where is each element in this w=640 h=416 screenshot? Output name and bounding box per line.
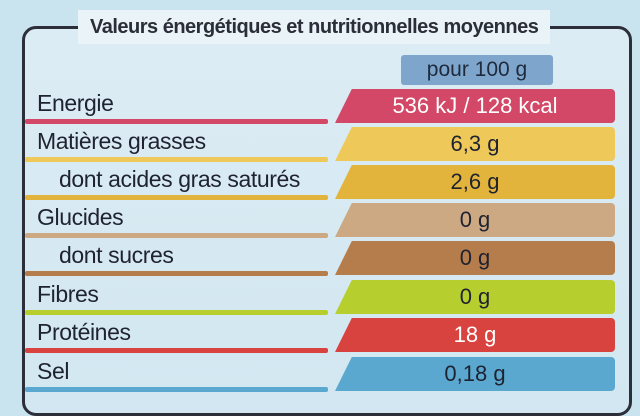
nutrient-underline	[25, 271, 328, 276]
nutrient-underline	[25, 195, 328, 200]
nutrient-label: dont acides gras saturés	[59, 166, 300, 192]
nutrient-value: 536 kJ / 128 kcal	[335, 89, 615, 123]
nutrient-label: Glucides	[37, 204, 124, 230]
nutrient-value: 6,3 g	[335, 127, 615, 161]
nutrient-value: 0 g	[335, 280, 615, 314]
nutrient-row: Sel 0,18 g	[25, 356, 625, 396]
nutrient-label: Fibres	[37, 281, 99, 307]
panel-title: Valeurs énergétiques et nutritionnelles …	[78, 10, 551, 44]
nutrient-row: dont sucres 0 g	[25, 240, 625, 280]
nutrient-value: 0 g	[335, 203, 615, 237]
nutrient-underline	[25, 387, 328, 392]
nutrient-value: 2,6 g	[335, 165, 615, 199]
nutrient-underline	[25, 157, 328, 162]
nutrient-label: Energie	[37, 90, 114, 116]
nutrient-row: Protéines 18 g	[25, 317, 625, 357]
nutrient-label: Matières grasses	[37, 128, 206, 154]
nutrient-label: Sel	[37, 358, 70, 384]
nutrient-underline	[25, 310, 328, 315]
nutrient-row: Energie 536 kJ / 128 kcal	[25, 88, 625, 128]
nutrient-value: 0,18 g	[335, 357, 615, 391]
nutrient-row: Glucides 0 g	[25, 202, 625, 242]
nutrient-value: 0 g	[335, 241, 615, 275]
nutrient-value: 18 g	[335, 318, 615, 352]
nutrient-label: dont sucres	[59, 242, 174, 268]
nutrient-underline	[25, 119, 328, 124]
per-100g-header: pour 100 g	[401, 55, 553, 85]
nutrient-row: Matières grasses 6,3 g	[25, 126, 625, 166]
nutrient-underline	[25, 233, 328, 238]
nutrient-row: Fibres 0 g	[25, 279, 625, 319]
nutrient-label: Protéines	[37, 319, 131, 345]
nutrient-underline	[25, 348, 328, 353]
nutrient-row: dont acides gras saturés 2,6 g	[25, 164, 625, 204]
